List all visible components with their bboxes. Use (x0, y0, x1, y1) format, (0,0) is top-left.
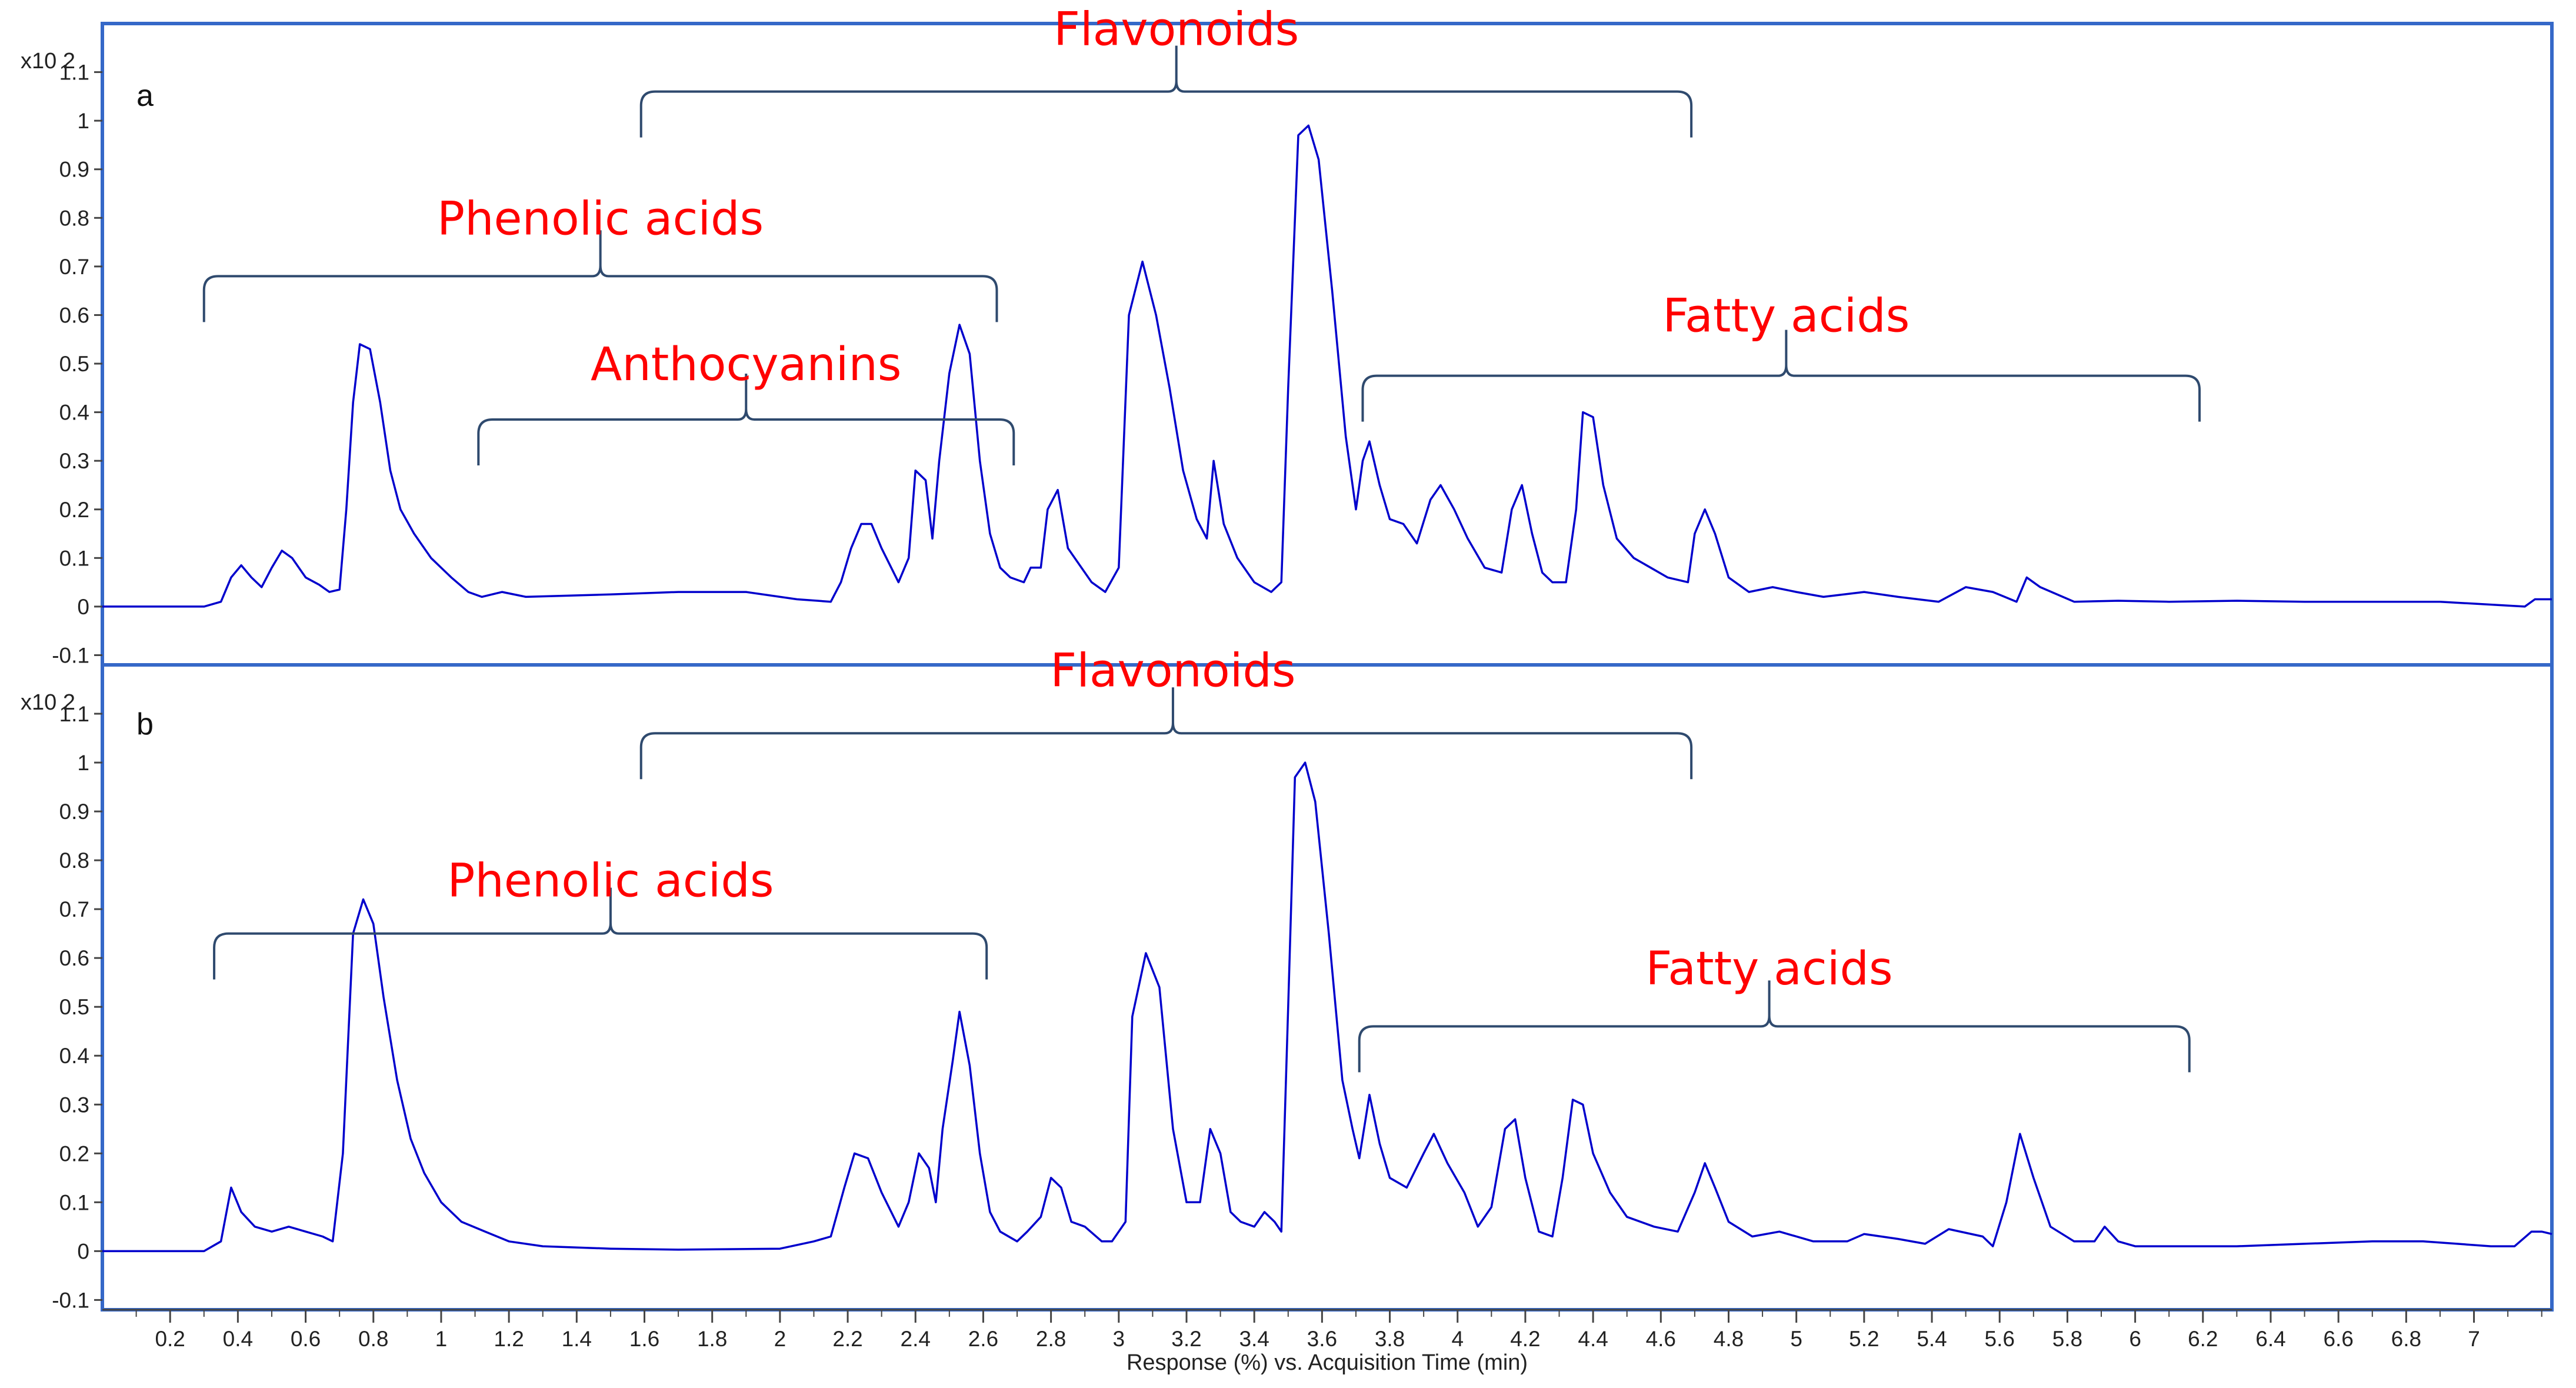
bracket-anthocyanins (477, 373, 1015, 465)
chromatogram-trace-a (102, 124, 2552, 608)
y-tick-label: 0.5 (59, 352, 89, 376)
x-axis: 0.2 0.4 0.6 0.8 1 1.2 1.4 1.6 1.8 2 2.2 2.4 2.6 2.8 3 3… (102, 1309, 2552, 1351)
y-tick-label: 0.7 (59, 897, 89, 921)
annotation-label-flavonoids: Flavonoids (1054, 3, 1299, 56)
y-tick-label: 0.2 (59, 1141, 89, 1166)
panel-a-unit-label: x10 2 (21, 49, 75, 74)
y-tick-label: 0 (77, 595, 89, 619)
x-tick-label: 5.4 (1917, 1327, 1947, 1351)
x-tick-label: 6.8 (2391, 1327, 2421, 1351)
y-tick-label: 0.7 (59, 255, 89, 279)
y-tick-label: 0.8 (59, 848, 89, 873)
annotation-label-fatty-acids: Fatty acids (1662, 289, 1909, 342)
bracket-flavonoids (639, 45, 1693, 138)
y-tick-label: 1.1 (59, 61, 89, 85)
bracket-fatty-acids (1361, 329, 2201, 422)
x-tick-label: 6 (2129, 1327, 2141, 1351)
x-tick-label: 5 (1790, 1327, 1802, 1351)
y-tick-label: 1 (77, 751, 89, 775)
panel-a-chromatogram: x10 2 a -0.1 0 0.1 0.2 0.3 0.4 0.5 0.6 0.7 0.8 0.9… (21, 3, 2554, 667)
x-tick-label: 5.8 (2052, 1327, 2082, 1351)
y-tick-label: 1 (77, 109, 89, 133)
y-tick-label: 0.9 (59, 800, 89, 824)
x-tick-label: 0.4 (223, 1327, 253, 1351)
annotation-label-flavonoids: Flavonoids (1050, 644, 1295, 697)
x-tick-label: 6.6 (2323, 1327, 2353, 1351)
x-tick-label: 4.6 (1646, 1327, 1676, 1351)
x-tick-label: 2.8 (1036, 1327, 1066, 1351)
x-tick-label: 2.6 (968, 1327, 998, 1351)
x-tick-label: 6.2 (2188, 1327, 2218, 1351)
x-tick-label: 4.8 (1714, 1327, 1744, 1351)
y-tick-label: 0.5 (59, 995, 89, 1019)
x-tick-label: 3.8 (1375, 1327, 1405, 1351)
x-tick-label: 0.8 (358, 1327, 388, 1351)
x-tick-label: 2 (774, 1327, 787, 1351)
annotation-label-phenolic-acids: Phenolic acids (447, 854, 774, 907)
x-tick-label: 3 (1113, 1327, 1125, 1351)
annotation-label-phenolic-acids: Phenolic acids (437, 192, 764, 245)
y-tick-label: 0.4 (59, 1044, 89, 1068)
x-tick-label: 7 (2468, 1327, 2480, 1351)
y-tick-label: 0.3 (59, 1093, 89, 1117)
panel-b-unit-label: x10 2 (21, 690, 75, 715)
chromatogram-trace-b (102, 761, 2552, 1253)
y-tick-label: -0.1 (52, 1288, 89, 1312)
y-tick-label: 0.2 (59, 498, 89, 522)
x-tick-label: 1.6 (629, 1327, 659, 1351)
panel-a-label: a (136, 79, 154, 113)
panel-b-chromatogram: x10 2 b -0.1 0 0.1 0.2 0.3 0.4 0.5 0.6 0.7 0.8 0.9… (21, 644, 2554, 1312)
y-tick-label: 0.3 (59, 449, 89, 473)
x-tick-label: 1.4 (562, 1327, 592, 1351)
x-tick-label: 4.4 (1578, 1327, 1608, 1351)
x-tick-label: 3.4 (1239, 1327, 1269, 1351)
bracket-phenolic-acids (202, 230, 998, 322)
annotation-label-anthocyanins: Anthocyanins (591, 338, 902, 391)
panel-b-label: b (136, 707, 154, 741)
y-tick-label: 0.1 (59, 1190, 89, 1214)
bracket-phenolic-acids (213, 887, 988, 980)
y-tick-label: 1.1 (59, 702, 89, 726)
bracket-flavonoids (639, 687, 1693, 780)
x-tick-label: 1.2 (494, 1327, 524, 1351)
y-tick-label: 0.4 (59, 401, 89, 425)
x-tick-label: 1 (435, 1327, 448, 1351)
y-tick-label: 0.6 (59, 303, 89, 327)
x-tick-label: 4.2 (1510, 1327, 1540, 1351)
y-tick-label: 0.8 (59, 206, 89, 230)
y-tick-label: 0.9 (59, 158, 89, 182)
x-tick-label: 5.2 (1849, 1327, 1879, 1351)
x-tick-label: 4 (1451, 1327, 1464, 1351)
x-tick-label: 0.6 (291, 1327, 321, 1351)
y-tick-label: 0 (77, 1239, 89, 1263)
y-tick-label: 0.6 (59, 946, 89, 970)
bracket-fatty-acids (1358, 980, 2191, 1073)
annotation-label-fatty-acids: Fatty acids (1646, 943, 1893, 996)
x-tick-label: 3.2 (1171, 1327, 1201, 1351)
x-tick-label: 5.6 (1985, 1327, 2015, 1351)
x-tick-label: 2.4 (901, 1327, 931, 1351)
y-tick-label: -0.1 (52, 643, 89, 667)
x-tick-label: 1.8 (697, 1327, 727, 1351)
y-tick-label: 0.1 (59, 546, 89, 570)
x-tick-label: 6.4 (2255, 1327, 2285, 1351)
x-tick-label: 0.2 (155, 1327, 185, 1351)
x-axis-title: Response (%) vs. Acquisition Time (min) (1127, 1350, 1528, 1375)
x-tick-label: 2.2 (832, 1327, 862, 1351)
x-tick-label: 3.6 (1307, 1327, 1337, 1351)
